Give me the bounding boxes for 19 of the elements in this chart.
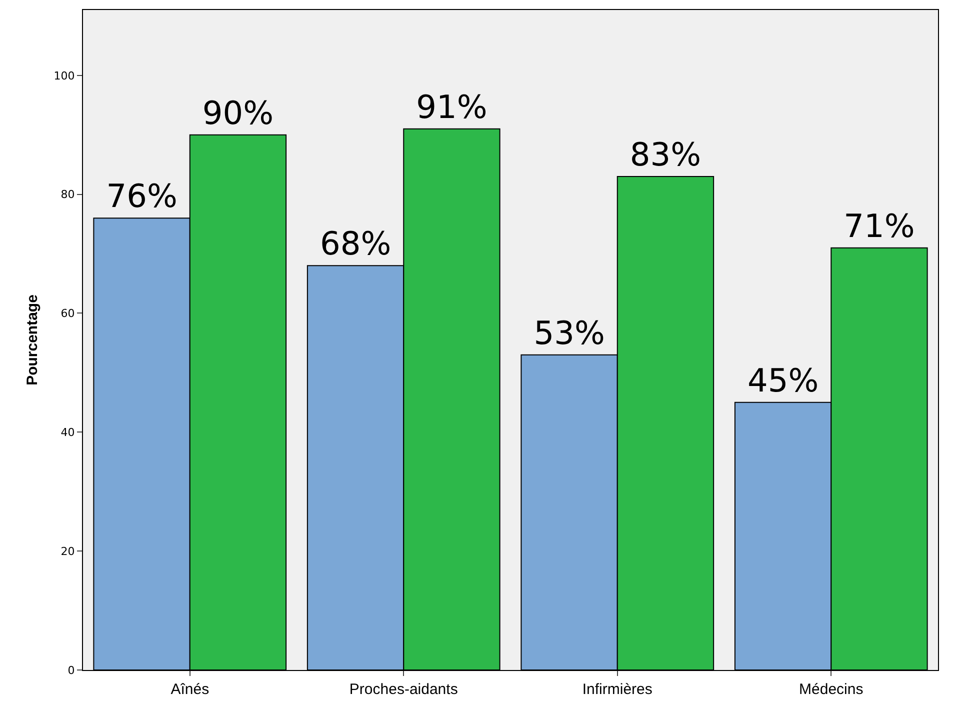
x-tick-label: Aînés [170, 681, 210, 698]
data-label: 76% [106, 177, 178, 216]
y-tick-label: 100 [54, 69, 75, 82]
data-label: 68% [320, 224, 392, 263]
y-axis-title: Pourcentage [24, 294, 42, 386]
data-label: 90% [202, 94, 274, 132]
y-tick-label: 20 [60, 544, 75, 558]
x-tick-label: Infirmières [582, 681, 652, 698]
y-tick-label: 60 [60, 307, 75, 320]
data-label: 45% [747, 361, 819, 400]
x-tick-label: Proches-aidants [349, 681, 458, 698]
y-tick-label: 40 [60, 426, 75, 440]
y-tick-label: 80 [60, 188, 75, 202]
data-label: 53% [534, 314, 605, 352]
y-tick-label: 0 [68, 664, 75, 677]
data-label: 71% [844, 206, 915, 245]
data-label: 83% [630, 135, 702, 174]
x-tick-label: Médecins [799, 681, 864, 698]
data-label: 91% [416, 88, 488, 126]
